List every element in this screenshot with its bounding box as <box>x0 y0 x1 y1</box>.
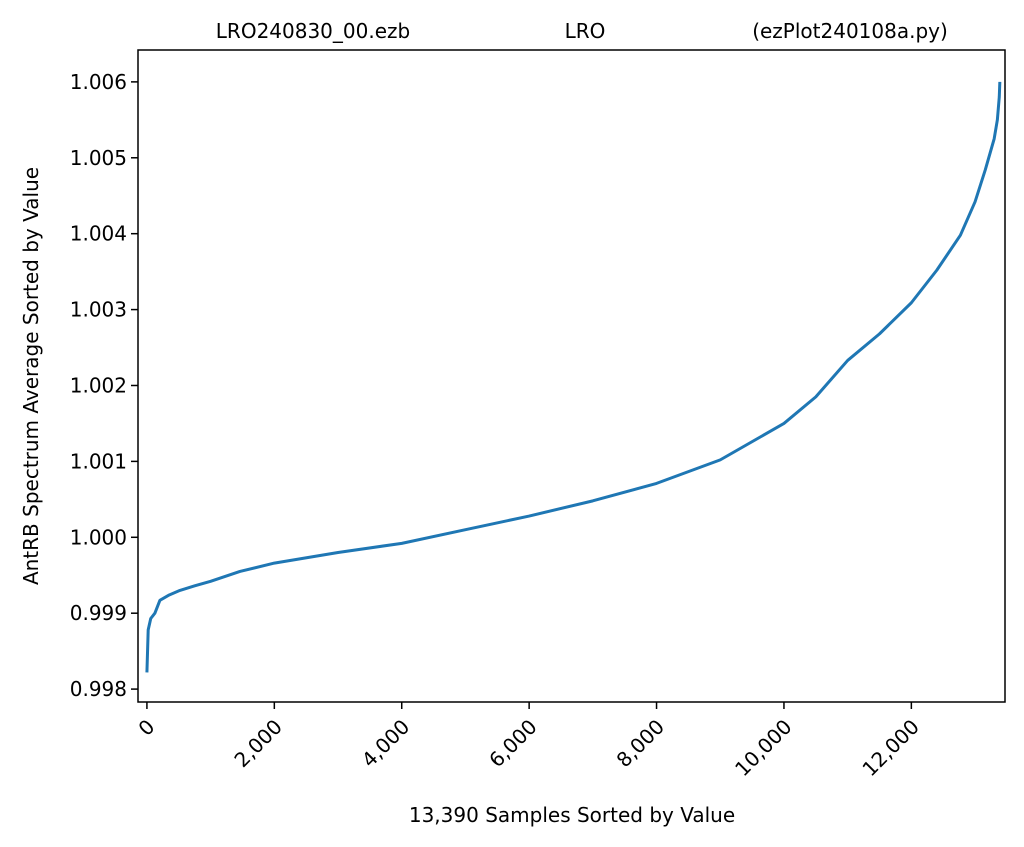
chart-title-center: LRO <box>565 19 606 43</box>
y-tick-label: 1.000 <box>70 525 127 549</box>
plot-frame <box>137 49 1006 703</box>
y-tick-label: 0.998 <box>70 677 127 701</box>
y-tick-label: 1.006 <box>70 70 127 94</box>
y-tick-label: 1.002 <box>70 373 127 397</box>
x-axis-label: 13,390 Samples Sorted by Value <box>409 803 735 827</box>
y-tick-label: 1.001 <box>70 449 127 473</box>
y-tick-label: 1.005 <box>70 146 127 170</box>
chart-title-right: (ezPlot240108a.py) <box>752 19 948 43</box>
y-axis-label: AntRB Spectrum Average Sorted by Value <box>19 167 43 585</box>
data-line <box>145 81 1002 673</box>
y-tick-label: 1.004 <box>70 222 127 246</box>
chart-title-left: LRO240830_00.ezb <box>216 19 410 43</box>
y-tick-label: 0.999 <box>70 601 127 625</box>
y-tick-label: 1.003 <box>70 298 127 322</box>
